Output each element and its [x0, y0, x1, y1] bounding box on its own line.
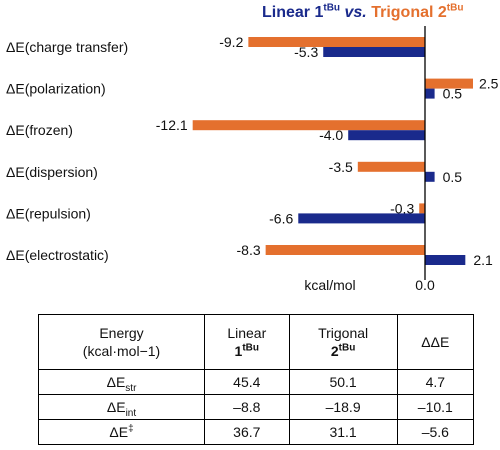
linear-bar — [348, 130, 425, 141]
trigonal-bar — [192, 120, 425, 131]
category-label: ΔE(charge transfer) — [6, 39, 128, 55]
trigonal-value-label: -3.5 — [329, 159, 353, 175]
category-label: ΔE(polarization) — [6, 81, 106, 97]
header-trig-num: 2 — [330, 343, 339, 359]
header-linear: Linear 1tBu — [204, 314, 290, 370]
cell-dd: –5.6 — [396, 419, 475, 445]
cell-linear: 36.7 — [204, 419, 290, 445]
linear-bar — [425, 171, 435, 182]
table-row: ΔEstr 45.4 50.1 4.7 — [37, 369, 475, 395]
chart-title: Linear 1tBu vs. Trigonal 2tBu — [262, 2, 498, 22]
energy-decomposition-chart: ΔE(charge transfer) -9.2 -5.3 ΔE(polarizati… — [6, 26, 499, 293]
x-axis-unit-label: kcal/mol — [304, 277, 355, 293]
cell-linear: 45.4 — [204, 369, 290, 395]
title-vs: vs. — [344, 4, 367, 21]
header-energy: Energy (kcal·mol−1) — [37, 314, 206, 370]
trigonal-bar — [425, 78, 473, 89]
table-row: ΔE‡ 36.7 31.1 –5.6 — [37, 419, 475, 445]
header-trig-word: Trigonal — [318, 325, 369, 341]
trigonal-value-label: -0.3 — [390, 200, 414, 216]
trigonal-value-label: 2.5 — [479, 76, 499, 92]
linear-bar — [425, 255, 466, 265]
trigonal-bar — [248, 37, 425, 47]
cell-trigonal: 50.1 — [288, 369, 398, 395]
trigonal-bar — [357, 161, 425, 172]
header-trig-sup: tBu — [338, 342, 356, 354]
header-linear-sup: tBu — [242, 342, 260, 354]
linear-bar — [323, 47, 425, 57]
row-label: ΔE‡ — [37, 419, 206, 445]
trigonal-value-label: -9.2 — [219, 34, 243, 50]
category-label: ΔE(electrostatic) — [6, 247, 109, 263]
trigonal-value-label: -12.1 — [156, 117, 188, 133]
header-linear-num: 1 — [234, 343, 243, 359]
title-linear-num: 1 — [314, 4, 324, 21]
cell-trigonal: 31.1 — [288, 419, 398, 445]
zero-tick-label: 0.0 — [415, 277, 435, 293]
row-label: ΔEint — [37, 394, 206, 420]
category-label: ΔE(dispersion) — [6, 164, 98, 180]
linear-value-label: -6.6 — [269, 210, 293, 226]
cell-linear: –8.8 — [204, 394, 290, 420]
table-header-row: Energy (kcal·mol−1) Linear 1tBu Trigonal… — [37, 314, 475, 370]
linear-value-label: -5.3 — [294, 44, 318, 60]
linear-bar — [425, 88, 435, 99]
header-trigonal: Trigonal 2tBu — [288, 314, 398, 370]
header-linear-word: Linear — [227, 325, 267, 341]
title-linear-sup: tBu — [323, 2, 341, 14]
linear-value-label: 0.5 — [443, 86, 463, 102]
linear-bar — [298, 213, 425, 224]
cell-trigonal: –18.9 — [288, 394, 398, 420]
header-energy-line1: Energy — [99, 325, 144, 341]
cell-dd: 4.7 — [396, 369, 475, 395]
energy-table: Energy (kcal·mol−1) Linear 1tBu Trigonal… — [37, 314, 475, 445]
title-trig-sup: tBu — [446, 2, 464, 14]
header-energy-line2: (kcal·mol−1) — [82, 343, 161, 359]
category-label: ΔE(frozen) — [6, 122, 73, 138]
trigonal-value-label: -8.3 — [237, 242, 261, 258]
title-trig-word: Trigonal — [371, 4, 434, 21]
title-trig-num: 2 — [437, 4, 447, 21]
linear-value-label: -4.0 — [319, 127, 343, 143]
linear-value-label: 2.1 — [473, 252, 493, 268]
row-label: ΔEstr — [37, 369, 206, 395]
category-label: ΔE(repulsion) — [6, 205, 91, 221]
header-ddE: ΔΔE — [396, 314, 475, 370]
title-linear-word: Linear — [262, 4, 311, 21]
trigonal-bar — [419, 203, 425, 214]
linear-value-label: 0.5 — [443, 169, 463, 185]
trigonal-bar — [265, 245, 425, 255]
table-row: ΔEint –8.8 –18.9 –10.1 — [37, 394, 475, 420]
cell-dd: –10.1 — [396, 394, 475, 420]
